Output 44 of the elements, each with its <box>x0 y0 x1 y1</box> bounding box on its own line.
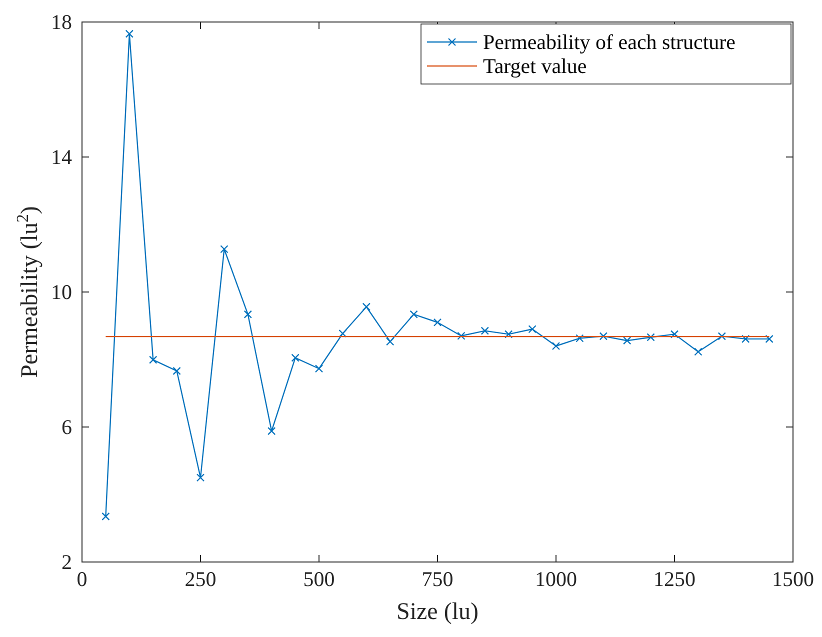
point <box>410 310 418 318</box>
y-tick-label: 10 <box>51 280 72 304</box>
point <box>125 30 134 38</box>
point <box>457 332 466 340</box>
point <box>480 326 489 335</box>
legend-label: Permeability of each structure <box>483 30 736 54</box>
point <box>623 336 632 345</box>
x-tick-label: 1250 <box>654 567 696 591</box>
y-tick-label: 14 <box>51 145 72 169</box>
point <box>291 354 300 362</box>
point <box>362 302 370 311</box>
x-tick-label: 250 <box>184 567 216 591</box>
y-tick-label: 2 <box>62 550 72 574</box>
point <box>599 332 608 340</box>
point <box>386 338 394 346</box>
point <box>220 245 228 254</box>
y-tick-label: 6 <box>62 415 72 439</box>
point <box>670 330 679 338</box>
point <box>196 474 205 482</box>
point <box>268 426 276 436</box>
x-tick-label: 500 <box>303 567 335 591</box>
point <box>694 348 702 356</box>
legend-label: Target value <box>483 54 587 78</box>
point <box>504 330 513 338</box>
x-tick-label: 1500 <box>772 567 814 591</box>
point <box>765 334 774 344</box>
point <box>528 325 536 334</box>
point <box>338 329 347 338</box>
point <box>718 332 726 340</box>
point <box>433 318 442 326</box>
point <box>576 334 584 342</box>
point <box>314 364 324 373</box>
point <box>244 310 252 318</box>
x-tick-label: 0 <box>76 567 88 591</box>
x-tick-label: 1000 <box>535 567 577 591</box>
point <box>149 356 158 364</box>
x-tick-label: 750 <box>422 567 454 591</box>
point <box>102 512 110 521</box>
point <box>172 366 181 376</box>
point <box>742 334 750 344</box>
point <box>646 333 655 342</box>
y-tick-label: 18 <box>51 10 72 34</box>
point <box>552 342 560 350</box>
x-axis-title: Size (lu) <box>396 599 478 625</box>
